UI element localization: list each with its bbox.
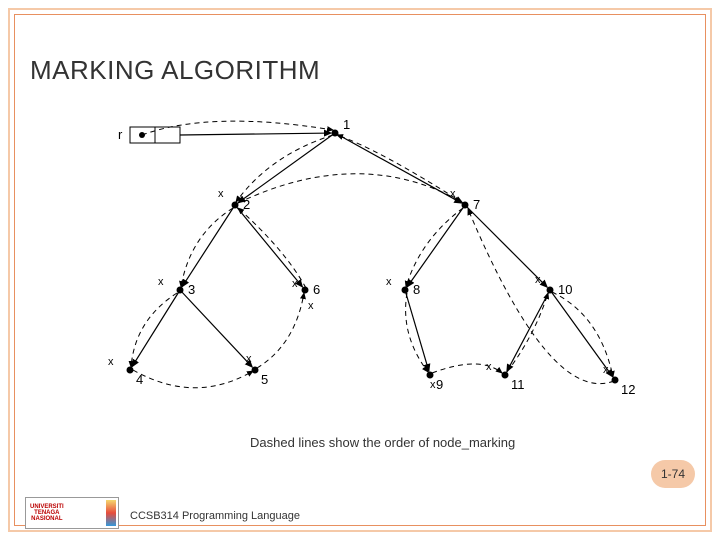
svg-text:4: 4	[136, 372, 143, 387]
svg-text:9: 9	[436, 377, 443, 392]
svg-text:x: x	[246, 353, 252, 365]
svg-text:x: x	[292, 278, 298, 290]
page-number-badge: 1-74	[651, 460, 695, 488]
svg-text:x: x	[486, 361, 492, 373]
svg-text:r: r	[118, 127, 123, 142]
svg-text:x: x	[108, 356, 114, 368]
svg-text:x: x	[218, 188, 224, 200]
svg-text:x: x	[535, 274, 541, 286]
svg-text:10: 10	[558, 282, 572, 297]
footer-text: CCSB314 Programming Language	[130, 510, 300, 522]
svg-text:12: 12	[621, 382, 635, 397]
svg-text:1: 1	[343, 117, 350, 132]
svg-text:x: x	[308, 300, 314, 312]
page-number: 1-74	[661, 467, 685, 481]
svg-text:x: x	[158, 276, 164, 288]
svg-text:11: 11	[511, 377, 525, 392]
svg-text:x: x	[386, 276, 392, 288]
diagram: r123456789101112xxxxxxxxxxxx	[60, 115, 680, 445]
svg-text:x: x	[430, 379, 436, 391]
svg-text:2: 2	[243, 197, 250, 212]
diagram-caption: Dashed lines show the order of node_mark…	[250, 435, 515, 450]
svg-text:5: 5	[261, 372, 268, 387]
svg-text:6: 6	[313, 282, 320, 297]
svg-text:3: 3	[188, 282, 195, 297]
svg-text:7: 7	[473, 197, 480, 212]
svg-text:8: 8	[413, 282, 420, 297]
logo: UNIVERSITITENAGANASIONAL	[25, 497, 119, 529]
page-title: MARKING ALGORITHM	[30, 55, 690, 86]
svg-text:x: x	[603, 364, 609, 376]
svg-text:x: x	[450, 188, 456, 200]
